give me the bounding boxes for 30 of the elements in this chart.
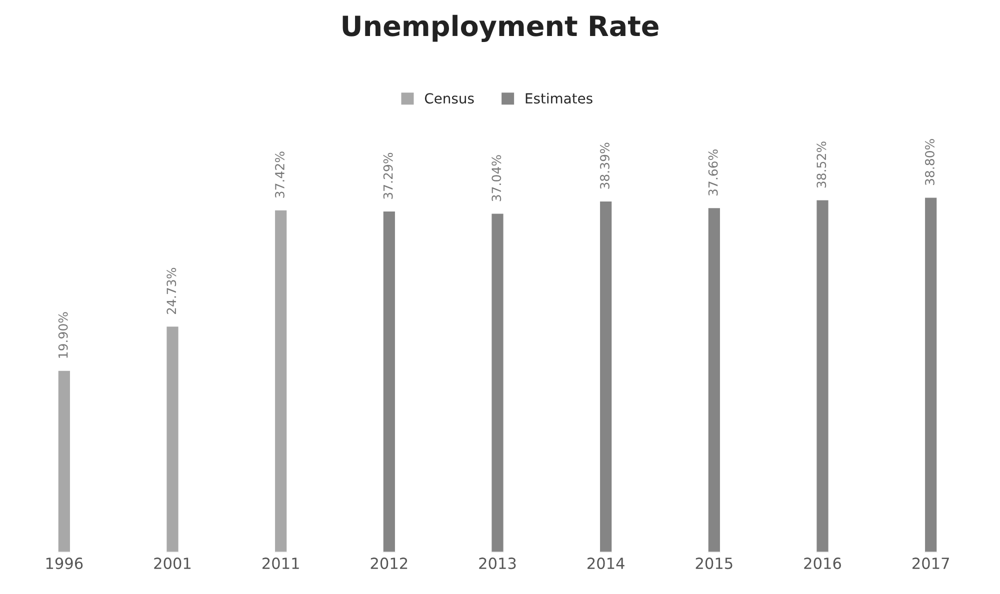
bar: [165, 325, 180, 552]
legend-label: Census: [424, 93, 474, 104]
bar: [274, 208, 288, 552]
bar: [924, 196, 938, 552]
data-label: 37.42%: [275, 152, 284, 198]
bar: [382, 210, 396, 552]
data-label: 38.80%: [925, 139, 934, 186]
data-label: 37.04%: [492, 155, 502, 202]
x-tick-label: 2001: [154, 558, 191, 570]
bar: [56, 369, 72, 552]
bar: [598, 200, 614, 552]
legend-label: Estimates: [526, 92, 592, 104]
data-label: 38.52%: [816, 142, 826, 188]
data-label: 19.90%: [58, 312, 68, 358]
data-label: 38.39%: [600, 142, 610, 189]
x-tick-label: 1996: [46, 558, 83, 570]
x-tick-label: 2016: [804, 558, 841, 570]
data-label: 37.66%: [708, 149, 718, 196]
x-tick-label: 2013: [479, 558, 516, 570]
data-label: 24.73%: [166, 268, 176, 314]
chart-title: Unemployment Rate: [342, 14, 658, 42]
bar: [490, 212, 505, 552]
x-tick-label: 2017: [912, 558, 949, 570]
data-label: 37.29%: [383, 152, 393, 199]
x-tick-label: 2011: [262, 558, 299, 570]
x-tick-label: 2012: [370, 558, 408, 570]
x-tick-label: 2014: [588, 558, 624, 570]
bar: [815, 198, 830, 552]
x-tick-label: 2015: [696, 558, 732, 570]
bar: [706, 206, 722, 552]
